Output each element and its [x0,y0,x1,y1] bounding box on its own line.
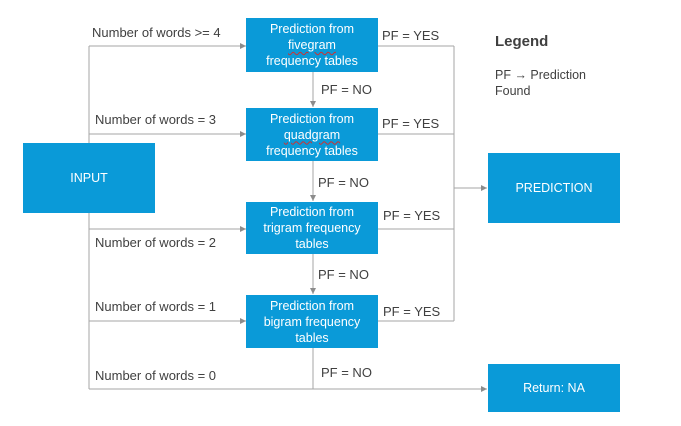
label-pf-yes-4: PF = YES [383,304,441,319]
label-pf-yes-1: PF = YES [382,28,440,43]
fivegram-node: Prediction from fivegram frequency table… [246,18,378,72]
bigram-line1: Prediction from [269,298,355,313]
input-node-label: INPUT [70,171,108,185]
quadgram-line3: frequency tables [266,143,358,158]
fivegram-line2: fivegram [288,38,336,52]
legend-body: PF → Prediction Found [495,67,586,99]
trigram-line2: trigram frequency [263,221,361,235]
label-words-eq0: Number of words = 0 [95,368,217,383]
bigram-node: Prediction from bigram frequency tables [246,295,378,348]
return-na-label: Return: NA [523,381,585,395]
quadgram-line1: Prediction from [269,111,355,126]
prediction-node-label: PREDICTION [515,181,593,195]
return-na-node: Return: NA [488,364,620,412]
label-pf-no-2: PF = NO [318,175,369,190]
label-words-eq2: Number of words = 2 [95,235,217,250]
quadgram-node: Prediction from quadgram frequency table… [246,108,378,161]
trigram-node: Prediction from trigram frequency tables [246,202,378,254]
legend-line2: Found [495,84,531,98]
bigram-line3: tables [295,330,329,345]
label-pf-no-1: PF = NO [321,82,372,97]
label-pf-yes-3: PF = YES [383,208,441,223]
input-node: INPUT [23,143,155,213]
label-words-ge4: Number of words >= 4 [92,25,221,40]
label-pf-yes-2: PF = YES [382,116,440,131]
trigram-line1: Prediction from [269,205,355,219]
quadgram-line2: quadgram [283,127,341,142]
label-pf-no-4: PF = NO [321,365,372,380]
label-words-eq3: Number of words = 3 [95,112,217,127]
bigram-line2: bigram frequency [263,314,361,329]
label-pf-no-3: PF = NO [318,267,369,282]
label-words-eq1: Number of words = 1 [95,299,217,314]
trigram-line3: tables [295,237,329,251]
legend-title: Legend [495,33,549,50]
fivegram-line1: Prediction from [269,22,355,36]
fivegram-line3: frequency tables [266,54,358,68]
prediction-node: PREDICTION [488,153,620,223]
legend-line1: PF → Prediction [495,68,587,82]
